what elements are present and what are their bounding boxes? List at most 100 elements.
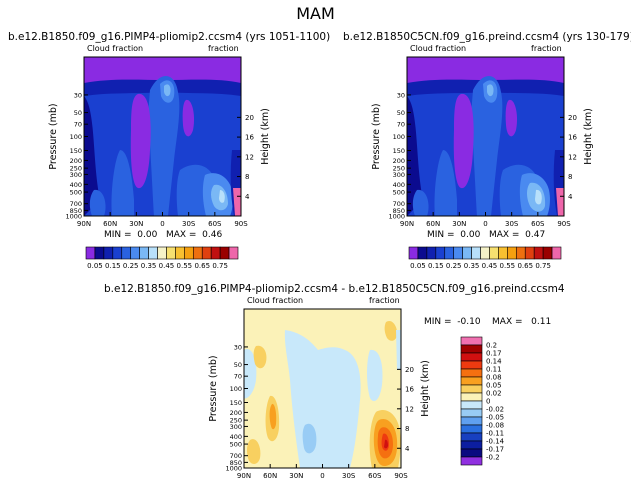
panel-1-left-label: Cloud fraction (87, 44, 144, 53)
colorbar-swatch (480, 246, 490, 260)
y-tick-label: 700 (230, 452, 242, 460)
y-tick-label: 150 (70, 147, 82, 155)
y-tick-label: 70 (74, 121, 82, 129)
y-tick-label: 100 (70, 133, 82, 141)
y-tick-label: 850 (230, 459, 242, 467)
x-tick-label: 30N (289, 472, 303, 480)
colorbar-label: 0.35 (141, 262, 157, 270)
min-value: 0.00 (460, 230, 481, 240)
panel-3-title: b.e12.B1850.f09_g16.PIMP4-pliomip2.ccsm4… (104, 283, 565, 295)
colorbar-label: 0.65 (194, 262, 210, 270)
y-tick-label: 250 (393, 165, 405, 173)
panel-3-left-label: Cloud fraction (247, 296, 304, 305)
colorbar-swatch (460, 384, 483, 394)
x-tick-label: 60N (426, 220, 440, 228)
y-tick-label: 300 (70, 171, 82, 179)
y2-tick-label: 16 (405, 386, 414, 394)
colorbar-swatch (210, 246, 221, 260)
colorbar-label: -0.2 (486, 454, 500, 462)
colorbar-3: 0.20.170.140.110.080.050.020-0.02-0.05-0… (460, 336, 505, 466)
x-tick-label: 30S (505, 220, 519, 228)
colorbar-swatch (462, 246, 472, 260)
colorbar-swatch (460, 400, 483, 410)
max-label: MAX = (492, 317, 523, 327)
max-label: MAX = (165, 230, 197, 240)
colorbar-label: 0.25 (123, 262, 139, 270)
colorbar-swatch (444, 246, 455, 260)
y2-tick-label: 4 (568, 193, 573, 201)
colorbar-swatch (460, 352, 483, 362)
y-tick-label: 700 (70, 200, 82, 208)
colorbar-swatch (201, 246, 212, 260)
colorbar-swatch (460, 376, 483, 386)
x-tick-label: 30N (452, 220, 466, 228)
panel-1-minmax: MIN = 0.00 MAX = 0.46 (104, 230, 222, 240)
colorbar-swatch (121, 246, 132, 260)
colorbar-swatch (533, 246, 544, 260)
x-tick-label: 90S (394, 472, 408, 480)
max-value: 0.47 (525, 230, 546, 240)
panel-2-title: b.e12.B1850C5CN.f09_g16.preind.ccsm4 (yr… (343, 31, 631, 43)
colorbar-swatch (435, 246, 446, 260)
y-tick-label: 250 (70, 165, 82, 173)
colorbar-swatch (460, 408, 483, 418)
colorbar-label: 0.25 (446, 262, 462, 270)
y-tick-label: 1000 (65, 213, 82, 221)
colorbar-swatch (408, 246, 419, 260)
colorbar-swatch (551, 246, 562, 260)
y-tick-label: 250 (230, 417, 242, 425)
y-tick-label: 100 (230, 385, 242, 393)
colorbar-swatch (426, 246, 437, 260)
colorbar-label: 0.75 (212, 262, 228, 270)
x-tick-label: 30S (182, 220, 196, 228)
colorbar-label: 0.55 (500, 262, 516, 270)
panel-2-axes: 90N 60N 30N 0 30S 60S 90S100085070050040030025… (371, 56, 594, 228)
x-tick-label: 90S (234, 220, 248, 228)
colorbar-swatch (471, 246, 481, 260)
colorbar-swatch (460, 424, 483, 434)
colorbar-swatch (417, 246, 428, 260)
axes-layer: 90N 60N 30N 0 30S 60S 90S100085070050040030025… (48, 56, 594, 480)
colorbar-label: -0.08 (486, 422, 504, 430)
colorbar-swatch (85, 246, 96, 260)
y-tick-label: 400 (70, 181, 82, 189)
y-tick-label: 700 (393, 200, 405, 208)
y-tick-label: 500 (230, 441, 242, 449)
panel-3-right-label: fraction (369, 296, 400, 305)
x-tick-label: 90N (77, 220, 91, 228)
colorbar-label: 0.14 (486, 358, 502, 366)
panel-1-title: b.e12.B1850.f09_g16.PIMP4-pliomip2.ccsm4… (8, 31, 331, 43)
y-tick-label: 1000 (225, 465, 242, 473)
colorbar-label: 0.2 (486, 342, 497, 350)
colorbar-label: 0 (486, 398, 490, 406)
y2-tick-label: 12 (405, 405, 414, 413)
y-axis-title: Pressure (mb) (48, 103, 59, 169)
colorbar-swatch (192, 246, 203, 260)
min-label: MIN = (104, 230, 132, 240)
y-tick-label: 500 (393, 189, 405, 197)
max-value: 0.46 (202, 230, 223, 240)
colorbar-swatch (184, 246, 194, 260)
colorbar-swatch (515, 246, 526, 260)
x-tick-label: 90N (237, 472, 251, 480)
y2-tick-label: 16 (245, 134, 254, 142)
x-tick-label: 60S (531, 220, 545, 228)
colorbar-swatch (460, 336, 483, 346)
colorbar-label: 0.05 (486, 382, 502, 390)
x-tick-label: 30N (129, 220, 143, 228)
y2-tick-label: 4 (405, 445, 410, 453)
colorbar-label: 0.45 (482, 262, 498, 270)
colorbar-swatch (460, 432, 483, 442)
x-tick-label: 30S (342, 472, 356, 480)
y-tick-label: 100 (393, 133, 405, 141)
page-title: MAM (296, 4, 335, 23)
colorbar-swatch (175, 246, 185, 260)
colorbar-swatch (460, 440, 483, 450)
colorbar-swatch (148, 246, 158, 260)
colorbar-label: -0.17 (486, 446, 504, 454)
y-tick-label: 30 (234, 343, 242, 351)
colorbar-swatch (453, 246, 463, 260)
y-tick-label: 30 (397, 91, 405, 99)
panel-1-axes: 90N 60N 30N 0 30S 60S 90S100085070050040030025… (48, 56, 271, 228)
panel-3-minmax: MIN = -0.10 MAX = 0.11 (424, 317, 551, 327)
